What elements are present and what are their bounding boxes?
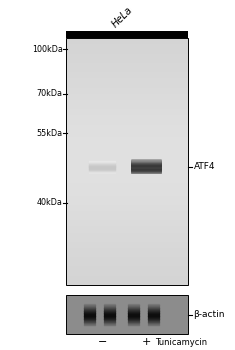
Bar	[66, 65, 188, 69]
Bar	[66, 170, 188, 174]
Bar	[66, 180, 188, 183]
Bar	[66, 183, 188, 186]
Bar	[66, 174, 188, 177]
Bar	[66, 226, 188, 230]
Bar	[66, 257, 188, 260]
Bar	[66, 266, 188, 270]
Bar	[66, 281, 188, 285]
Bar	[66, 272, 188, 276]
Bar	[66, 263, 188, 266]
Bar	[66, 81, 188, 84]
Bar	[66, 127, 188, 131]
Bar	[66, 158, 188, 162]
Bar	[66, 97, 188, 100]
Bar	[66, 109, 188, 112]
Bar	[66, 245, 188, 248]
Bar	[66, 186, 188, 189]
Text: +: +	[142, 337, 151, 347]
Bar	[66, 90, 188, 94]
Bar	[66, 131, 188, 134]
Bar	[66, 192, 188, 196]
Bar	[66, 140, 188, 143]
Text: −: −	[98, 337, 107, 347]
Text: 40kDa: 40kDa	[37, 198, 63, 207]
Bar	[66, 177, 188, 180]
Bar	[66, 229, 188, 232]
Bar	[66, 69, 188, 72]
Bar	[66, 87, 188, 91]
Text: 70kDa: 70kDa	[37, 89, 63, 98]
Bar	[66, 211, 188, 214]
Bar	[66, 136, 188, 140]
Bar	[66, 161, 188, 165]
Bar	[66, 279, 188, 282]
Bar	[66, 118, 188, 121]
Bar	[66, 235, 188, 239]
Bar	[66, 214, 188, 217]
Text: β-actin: β-actin	[193, 310, 225, 319]
Bar	[66, 50, 188, 54]
Bar	[66, 33, 188, 38]
Bar	[66, 152, 188, 155]
Bar	[66, 201, 188, 205]
Bar	[66, 41, 188, 44]
Text: 100kDa: 100kDa	[32, 45, 63, 54]
Bar	[66, 53, 188, 57]
Bar	[66, 124, 188, 128]
Bar	[66, 47, 188, 50]
Bar	[66, 260, 188, 264]
Bar	[66, 232, 188, 236]
Bar	[66, 155, 188, 159]
Bar	[66, 195, 188, 198]
Bar	[66, 38, 188, 41]
Bar	[66, 189, 188, 192]
Bar	[66, 121, 188, 125]
Bar	[66, 106, 188, 109]
Bar	[66, 248, 188, 251]
Bar	[66, 217, 188, 220]
Text: Tunicamycin: Tunicamycin	[155, 338, 207, 347]
Bar	[66, 251, 188, 254]
Bar	[66, 238, 188, 242]
Bar	[66, 275, 188, 279]
Bar	[66, 84, 188, 88]
Bar	[66, 56, 188, 60]
Bar	[66, 103, 188, 106]
Bar	[66, 164, 188, 168]
Bar	[66, 254, 188, 257]
Bar	[66, 220, 188, 223]
Text: ATF4: ATF4	[193, 162, 215, 171]
Bar	[66, 143, 188, 146]
Bar	[66, 223, 188, 226]
Bar	[66, 112, 188, 115]
Bar	[66, 115, 188, 118]
Bar	[66, 208, 188, 211]
Bar	[66, 149, 188, 152]
Bar	[66, 198, 188, 202]
Bar	[66, 75, 188, 78]
Bar	[66, 269, 188, 273]
Bar	[66, 78, 188, 82]
Bar	[66, 72, 188, 75]
Text: 55kDa: 55kDa	[36, 128, 63, 138]
Bar	[66, 44, 188, 48]
Bar	[66, 63, 188, 66]
Bar	[66, 204, 188, 208]
Bar	[66, 241, 188, 245]
Bar	[66, 38, 188, 285]
Bar	[66, 93, 188, 97]
Text: HeLa: HeLa	[110, 5, 134, 29]
Bar	[66, 295, 188, 334]
Bar	[66, 31, 188, 34]
Bar	[66, 167, 188, 171]
Bar	[66, 60, 188, 63]
Bar	[66, 133, 188, 137]
Bar	[66, 146, 188, 149]
Bar	[66, 99, 188, 103]
